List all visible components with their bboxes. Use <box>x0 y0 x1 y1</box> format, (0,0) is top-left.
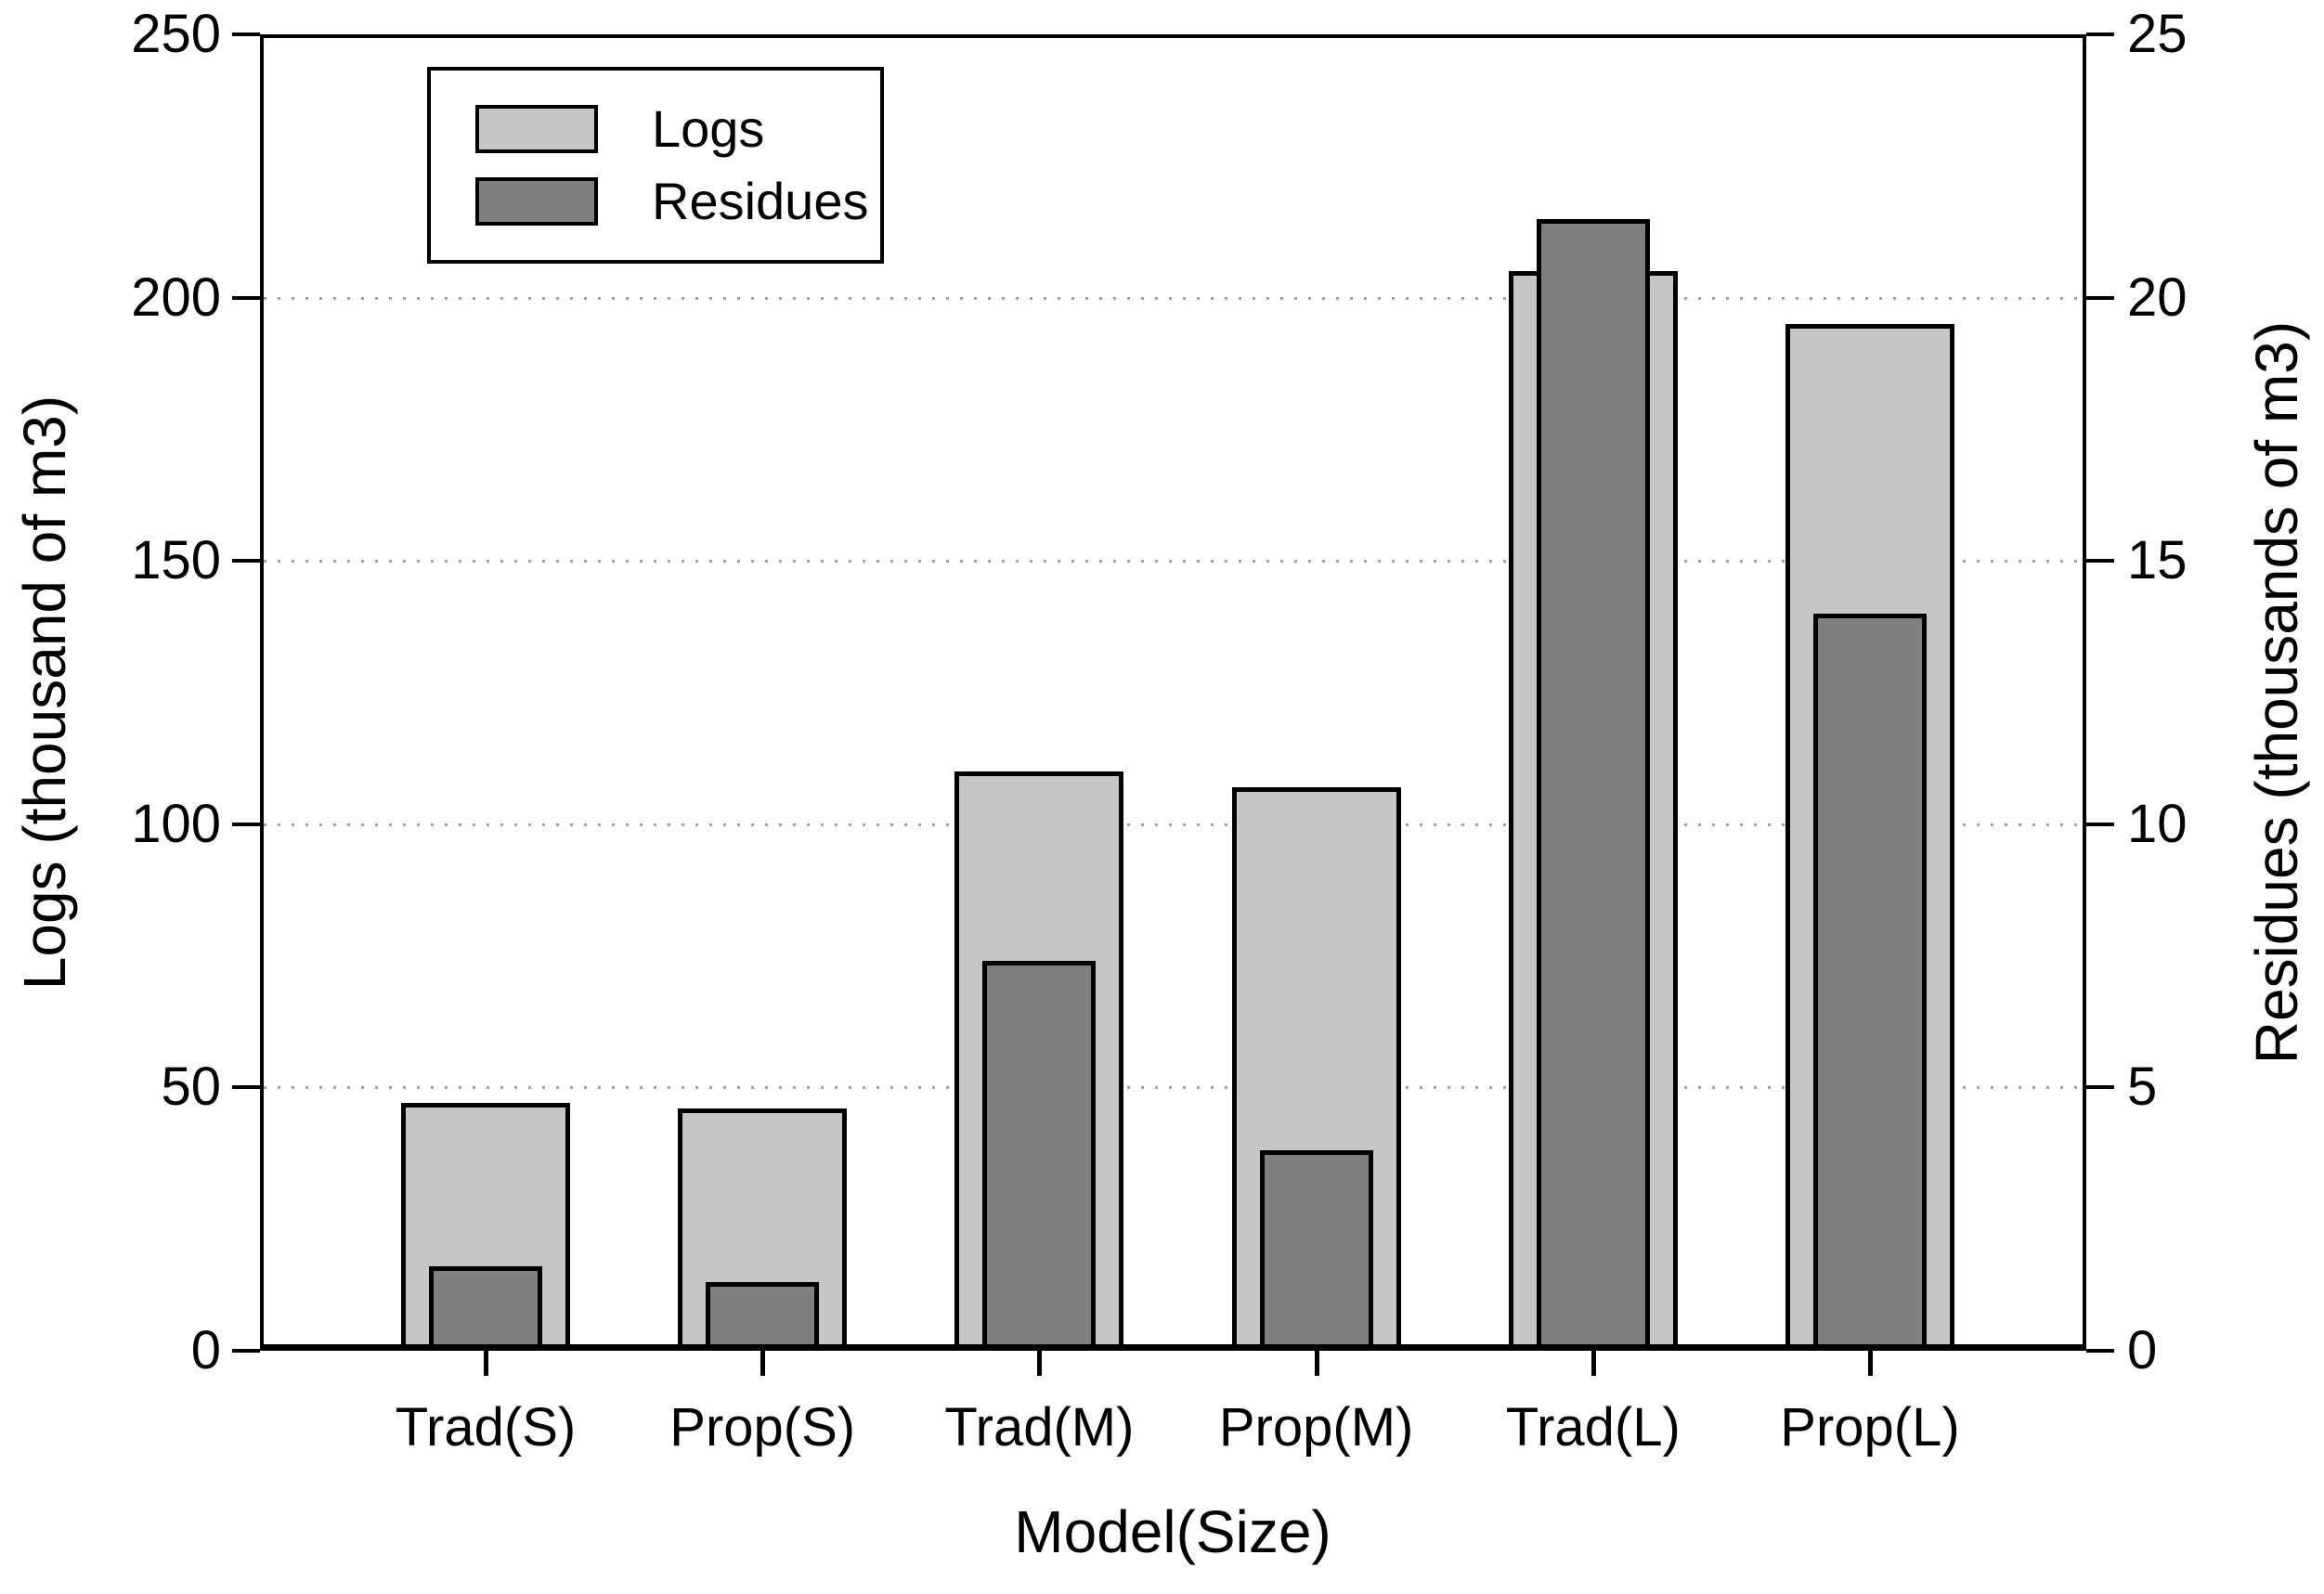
x-tick-label-trad-m: Trad(M) <box>944 1397 1135 1458</box>
right-tick-5 <box>2086 1085 2114 1090</box>
right-tick-label-20: 20 <box>2127 266 2188 328</box>
x-tick-prop-m <box>1314 1351 1319 1376</box>
left-tick-label-50: 50 <box>161 1056 221 1118</box>
left-tick-label-100: 100 <box>131 793 221 854</box>
x-axis-title: Model(Size) <box>1014 1498 1331 1565</box>
bar-residues-trad-l <box>1537 219 1650 1351</box>
gridline-200 <box>264 296 2083 300</box>
right-tick-label-25: 25 <box>2127 4 2188 64</box>
left-tick-50 <box>232 1085 260 1090</box>
x-tick-trad-m <box>1037 1351 1043 1376</box>
left-tick-200 <box>232 295 260 300</box>
legend-label-logs: Logs <box>652 99 765 158</box>
left-tick-label-200: 200 <box>131 266 221 328</box>
x-tick-label-prop-m: Prop(M) <box>1218 1397 1414 1458</box>
x-tick-label-prop-l: Prop(L) <box>1780 1397 1960 1458</box>
left-tick-150 <box>232 559 260 564</box>
gridline-50 <box>264 1086 2083 1090</box>
left-tick-label-150: 150 <box>131 530 221 591</box>
left-tick-250 <box>232 32 260 36</box>
left-tick-label-0: 0 <box>190 1320 221 1380</box>
legend-box: Logs Residues <box>427 67 884 264</box>
right-tick-25 <box>2086 32 2114 36</box>
x-tick-label-trad-s: Trad(S) <box>395 1397 577 1458</box>
logs-swatch <box>475 105 598 153</box>
gridline-100 <box>264 823 2083 826</box>
x-tick-label-trad-l: Trad(L) <box>1505 1397 1681 1458</box>
right-axis-title: Residues (thousands of m3) <box>2243 320 2310 1065</box>
x-tick-prop-l <box>1868 1351 1873 1376</box>
bar-residues-prop-m <box>1260 1150 1373 1351</box>
right-tick-20 <box>2086 295 2114 300</box>
right-tick-label-5: 5 <box>2127 1056 2158 1118</box>
bar-residues-trad-s <box>429 1266 542 1351</box>
bar-residues-trad-m <box>982 961 1096 1351</box>
x-tick-trad-s <box>484 1351 488 1376</box>
right-tick-0 <box>2086 1349 2114 1353</box>
residues-swatch <box>475 177 598 226</box>
right-tick-label-10: 10 <box>2127 793 2188 854</box>
bar-residues-prop-s <box>706 1282 819 1351</box>
left-tick-0 <box>232 1349 260 1353</box>
gridline-150 <box>264 560 2083 564</box>
right-tick-15 <box>2086 559 2114 564</box>
x-tick-label-prop-s: Prop(S) <box>669 1397 856 1458</box>
left-axis-title: Logs (thousand of m3) <box>11 395 78 991</box>
x-tick-trad-l <box>1590 1351 1596 1376</box>
legend-label-residues: Residues <box>652 172 869 230</box>
right-tick-label-0: 0 <box>2127 1320 2158 1380</box>
left-tick-100 <box>232 822 260 826</box>
right-tick-label-15: 15 <box>2127 530 2188 591</box>
legend-item-residues: Residues <box>475 175 880 227</box>
left-tick-label-250: 250 <box>131 4 221 64</box>
right-tick-10 <box>2086 822 2114 826</box>
legend-item-logs: Logs <box>475 103 880 155</box>
x-tick-prop-s <box>760 1351 766 1376</box>
bar-residues-prop-l <box>1813 614 1927 1351</box>
